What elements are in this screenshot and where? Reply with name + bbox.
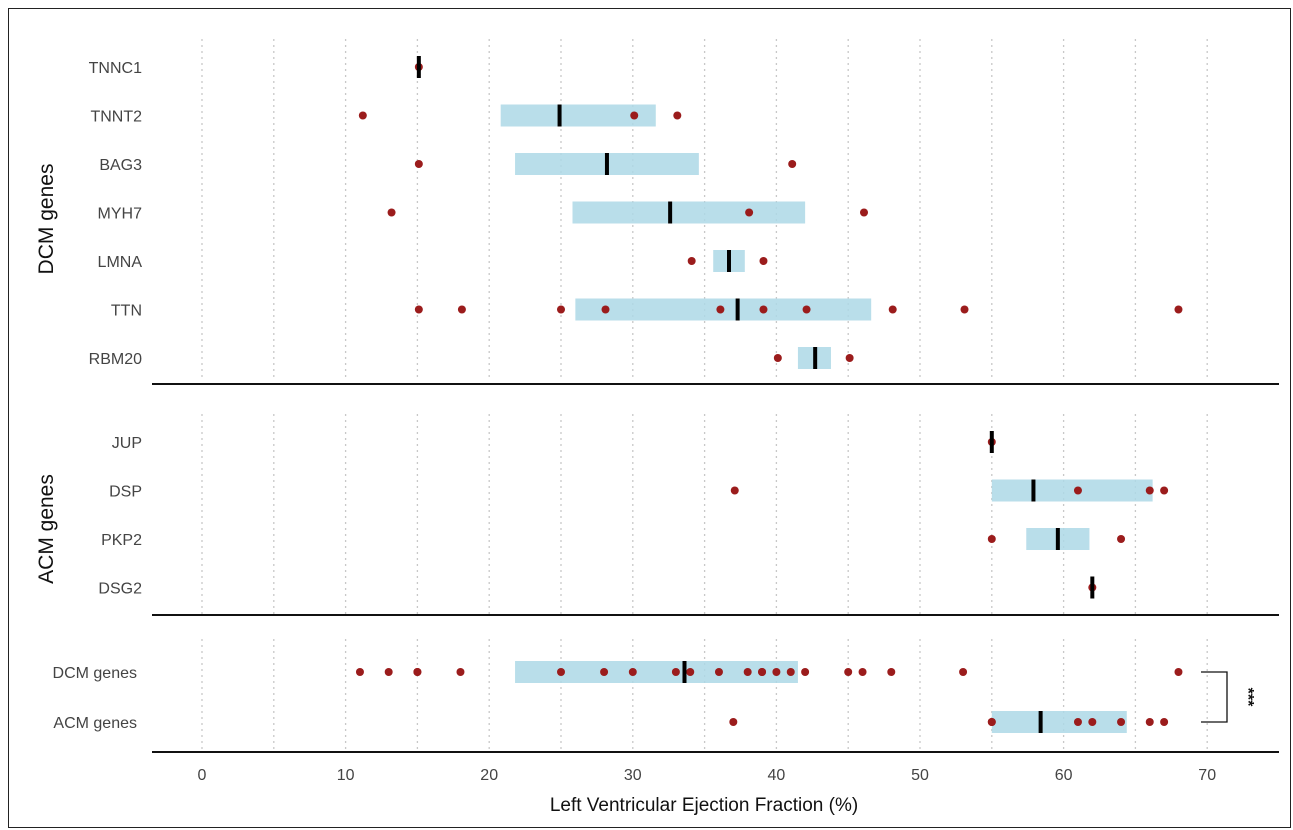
data-point	[1145, 718, 1154, 726]
data-point	[743, 668, 752, 676]
row-label: TNNC1	[89, 60, 142, 77]
row-label: DSP	[109, 484, 142, 501]
x-tick-label: 50	[911, 767, 929, 784]
data-point	[671, 668, 680, 676]
row-label: MYH7	[98, 206, 143, 223]
data-point	[457, 305, 466, 314]
data-point	[1160, 486, 1169, 495]
x-axis-label: Left Ventricular Ejection Fraction (%)	[550, 795, 858, 816]
data-point	[1160, 718, 1169, 726]
data-point	[1073, 486, 1082, 495]
significance-bracket: ***	[1201, 671, 1256, 723]
data-point	[959, 668, 968, 676]
data-point	[413, 668, 422, 676]
data-point	[745, 208, 754, 217]
data-point	[557, 305, 565, 314]
data-point	[673, 111, 682, 120]
x-tick-label: 10	[337, 767, 355, 784]
data-point	[759, 257, 768, 265]
group-label: DCM genes	[35, 164, 58, 275]
data-point	[788, 160, 797, 168]
data-point	[730, 486, 739, 495]
data-point	[1145, 486, 1154, 495]
data-point	[1174, 305, 1183, 314]
iqr-box	[991, 711, 1127, 733]
x-tick-label: 40	[768, 767, 786, 784]
data-point	[1073, 718, 1082, 726]
data-point	[801, 668, 810, 676]
iqr-box	[991, 479, 1153, 502]
iqr-box	[572, 201, 806, 224]
data-point	[1174, 668, 1183, 676]
data-point	[557, 668, 565, 676]
data-point	[845, 354, 854, 362]
data-point	[1117, 718, 1126, 726]
data-point	[759, 305, 768, 314]
data-point	[802, 305, 811, 314]
data-point	[714, 668, 723, 676]
chart-frame: TNNC1 TNNT2 BAG3 MYH7 LMNA TTN RBM20 DCM genes J…	[8, 8, 1291, 828]
row-label: DCM genes	[53, 665, 137, 682]
data-point	[414, 305, 423, 314]
data-point	[887, 668, 896, 676]
data-point	[772, 668, 781, 676]
data-point	[987, 718, 996, 726]
iqr-box-layer	[500, 104, 1153, 733]
x-axis: 0 10 20 30 40 50 60 70	[152, 751, 1279, 784]
data-point	[858, 668, 867, 676]
lvef-chart: TNNC1 TNNT2 BAG3 MYH7 LMNA TTN RBM20 DCM genes J…	[35, 39, 1279, 816]
row-label: BAG3	[99, 157, 142, 174]
group-label: ACM genes	[35, 474, 58, 584]
row-label: ACM genes	[53, 715, 137, 732]
data-point	[630, 111, 639, 120]
row-label: LMNA	[98, 254, 143, 271]
significance-bracket-line	[1201, 671, 1228, 723]
data-point	[716, 305, 725, 314]
label-layer: TNNC1 TNNT2 BAG3 MYH7 LMNA TTN RBM20 DCM genes J…	[35, 60, 142, 732]
iqr-box	[515, 661, 798, 683]
data-point	[355, 668, 364, 676]
data-point	[687, 257, 696, 265]
data-point	[387, 208, 396, 217]
data-point	[758, 668, 767, 676]
data-point	[859, 208, 868, 217]
row-label: TTN	[111, 303, 142, 320]
iqr-box	[500, 104, 656, 127]
data-point	[786, 668, 795, 676]
data-point	[844, 668, 853, 676]
data-point	[686, 668, 695, 676]
data-point	[358, 111, 367, 120]
data-point	[729, 718, 738, 726]
data-point	[773, 354, 782, 362]
x-tick-label: 20	[480, 767, 498, 784]
data-point	[600, 668, 609, 676]
data-point	[456, 668, 465, 676]
row-label: TNNT2	[90, 109, 142, 126]
row-label: JUP	[112, 435, 142, 452]
x-tick-label: 60	[1055, 767, 1073, 784]
data-point	[960, 305, 969, 314]
row-label: PKP2	[101, 532, 142, 549]
data-point	[601, 305, 610, 314]
data-point	[987, 535, 996, 543]
data-point	[1117, 535, 1126, 543]
data-point	[384, 668, 393, 676]
data-point	[628, 668, 637, 676]
data-point	[1088, 718, 1097, 726]
row-label: DSG2	[98, 581, 142, 598]
data-point	[414, 160, 423, 168]
point-layer	[355, 63, 1183, 726]
data-point	[888, 305, 897, 314]
row-label: RBM20	[89, 351, 142, 368]
x-tick-label: 30	[624, 767, 642, 784]
x-tick-label: 0	[198, 767, 207, 784]
x-tick-label: 70	[1198, 767, 1216, 784]
grid-layer	[152, 39, 1279, 749]
median-layer	[416, 56, 1095, 733]
significance-label: ***	[1239, 688, 1256, 707]
